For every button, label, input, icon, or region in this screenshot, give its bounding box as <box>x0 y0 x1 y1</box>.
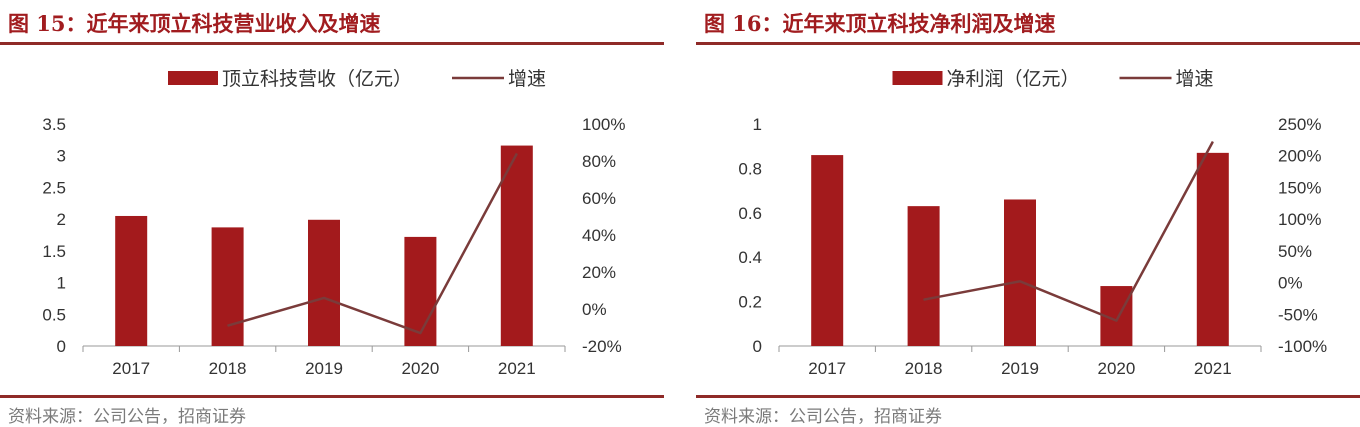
growth-point-2019 <box>1019 280 1021 282</box>
left-axis-tick-label: 0 <box>753 337 762 356</box>
category-label: 2020 <box>1097 359 1135 378</box>
right-axis-tick-label: 200% <box>1278 147 1321 166</box>
figure-title: 图 15：近年来顶立科技营业收入及增速 <box>8 11 381 36</box>
category-label: 2018 <box>905 359 943 378</box>
left-axis-tick-label: 0.5 <box>42 305 66 324</box>
right-axis-tick-label: 0% <box>582 300 607 319</box>
legend-line-label: 增速 <box>1176 68 1214 90</box>
growth-point-2018 <box>923 299 925 301</box>
source-rule <box>696 395 1360 398</box>
growth-point-2020 <box>1115 320 1117 322</box>
right-axis-tick-label: 40% <box>582 226 616 245</box>
right-axis-tick-label: 150% <box>1278 178 1321 197</box>
net-profit-growth-chart: 0 0.2 0.4 0.6 0.8 1 -100% -50% 0% 50% 100% 150% 200%… <box>738 68 1327 378</box>
right-axis-tick-label: 20% <box>582 263 616 282</box>
title-rule <box>696 42 1360 45</box>
bar-2020 <box>404 236 437 346</box>
category-label: 2019 <box>1001 359 1039 378</box>
left-axis-tick-label: 2.5 <box>42 178 66 197</box>
bar-2021 <box>500 145 533 346</box>
right-axis-tick-label: -50% <box>1278 305 1318 324</box>
category-label: 2021 <box>1194 359 1232 378</box>
left-axis-tick-label: 0.8 <box>738 159 762 178</box>
revenue-growth-chart: 0 0.5 1 1.5 2 2.5 3 3.5 -20% 0% 20% 40% 60% 80% 100% 20… <box>42 68 625 378</box>
category-label: 2017 <box>808 359 846 378</box>
bar-2017 <box>811 155 844 346</box>
category-label: 2018 <box>209 359 247 378</box>
right-axis-tick-label: -20% <box>582 337 622 356</box>
legend-bar-label: 顶立科技营收（亿元） <box>222 68 412 90</box>
legend-line-label: 增速 <box>508 68 546 90</box>
growth-point-2020 <box>419 332 421 334</box>
figure-title: 图 16：近年来顶立科技净利润及增速 <box>704 11 1056 36</box>
left-axis-tick-label: 1.5 <box>42 242 66 261</box>
bar-2021 <box>1196 152 1229 346</box>
bar-2019 <box>308 219 340 346</box>
left-axis-tick-label: 3 <box>57 147 66 166</box>
legend-bar-swatch <box>168 71 218 85</box>
net-profit-figure-panel: 图 16：近年来顶立科技净利润及增速 0 0.2 0.4 0.6 0.8 1 -100% -5… <box>696 0 1360 427</box>
revenue-figure-panel: 图 15：近年来顶立科技营业收入及增速 0 0.5 1 1.5 2 2.5 3 3.5 -20%… <box>0 0 664 427</box>
left-axis-tick-label: 0 <box>57 337 66 356</box>
right-axis-tick-label: 50% <box>1278 242 1312 261</box>
left-axis-tick-label: 2 <box>57 210 66 229</box>
growth-point-2021 <box>516 153 518 155</box>
category-label: 2017 <box>112 359 150 378</box>
source-note: 资料来源：公司公告，招商证券 <box>704 407 942 427</box>
right-axis-tick-label: 60% <box>582 189 616 208</box>
right-axis-tick-label: 100% <box>582 115 625 134</box>
right-axis-tick-label: -100% <box>1278 337 1327 356</box>
title-rule <box>0 42 664 45</box>
left-axis-tick-label: 0.6 <box>738 204 762 223</box>
left-axis-tick-label: 0.2 <box>738 293 762 312</box>
legend-bar-swatch <box>892 71 943 85</box>
left-axis-tick-label: 0.4 <box>738 248 762 267</box>
growth-point-2021 <box>1212 141 1214 143</box>
legend-bar-label: 净利润（亿元） <box>947 68 1080 90</box>
source-rule <box>0 395 664 398</box>
right-axis-tick-label: 100% <box>1278 210 1321 229</box>
bar-2019 <box>1004 199 1036 346</box>
right-axis-tick-label: 80% <box>582 152 616 171</box>
bar-2017 <box>115 215 148 346</box>
growth-line <box>923 141 1214 322</box>
category-label: 2019 <box>305 359 343 378</box>
source-note: 资料来源：公司公告，招商证券 <box>8 407 246 427</box>
bar-2018 <box>211 227 244 346</box>
right-axis-tick-label: 0% <box>1278 274 1303 293</box>
right-axis-tick-label: 250% <box>1278 115 1321 134</box>
growth-line <box>227 153 518 335</box>
growth-point-2019 <box>323 297 325 299</box>
left-axis-tick-label: 1 <box>753 115 762 134</box>
left-axis-tick-label: 3.5 <box>42 115 66 134</box>
growth-point-2018 <box>227 325 229 327</box>
category-label: 2021 <box>498 359 536 378</box>
left-axis-tick-label: 1 <box>57 274 66 293</box>
bar-2018 <box>907 206 940 346</box>
category-label: 2020 <box>401 359 439 378</box>
